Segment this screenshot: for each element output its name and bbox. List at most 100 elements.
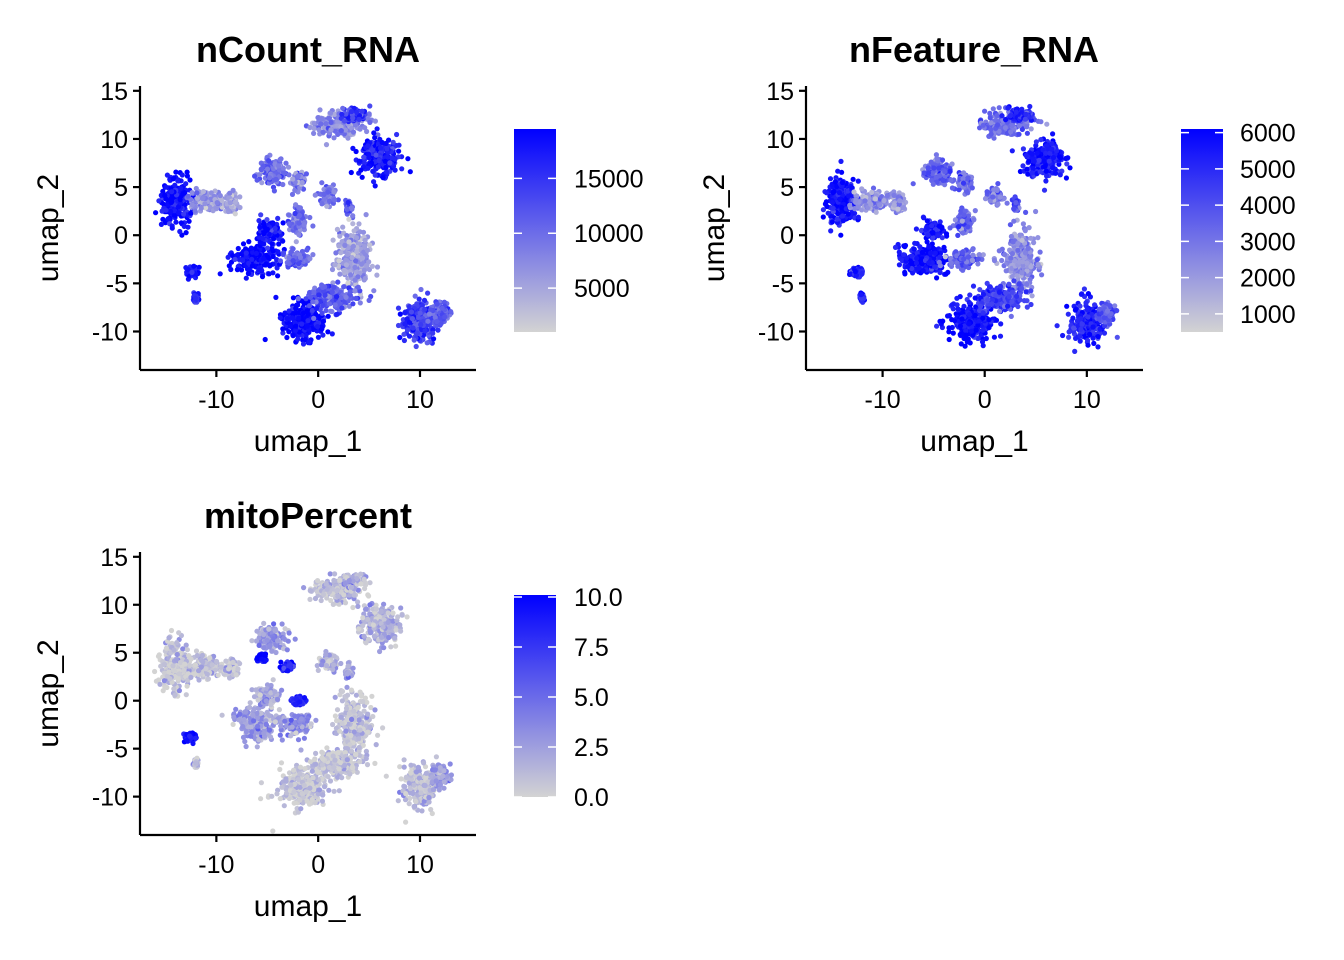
data-point [235, 245, 241, 252]
data-point [304, 323, 310, 329]
data-point [187, 177, 193, 183]
data-point [847, 202, 853, 208]
data-point [366, 155, 372, 161]
data-point [925, 170, 932, 176]
data-point [1052, 170, 1059, 176]
data-point [994, 187, 1000, 193]
data-point [405, 156, 411, 162]
data-point [259, 274, 266, 280]
data-point [1044, 121, 1050, 127]
data-point [371, 179, 377, 185]
panel-title: nFeature_RNA [849, 29, 1099, 70]
data-point [177, 197, 183, 203]
x-tick-label: 0 [311, 386, 325, 414]
data-point [163, 184, 169, 190]
data-point [823, 199, 830, 205]
data-point [943, 231, 950, 237]
data-point [383, 164, 389, 171]
data-point [353, 109, 359, 115]
data-point [336, 243, 342, 249]
data-point [290, 258, 296, 264]
data-point [234, 267, 240, 273]
data-point [357, 300, 363, 306]
data-point [245, 270, 251, 277]
data-point [207, 204, 213, 210]
data-point [414, 330, 420, 336]
data-point [439, 305, 445, 311]
data-point [313, 305, 319, 312]
data-point [296, 220, 302, 226]
data-point [384, 154, 390, 160]
data-point [191, 263, 197, 269]
data-point [916, 265, 922, 271]
data-point [838, 232, 844, 238]
data-point [350, 213, 356, 219]
data-point [161, 201, 167, 208]
data-point [965, 175, 971, 181]
data-point [163, 207, 169, 213]
data-point [310, 252, 316, 258]
data-point [392, 167, 398, 173]
data-point [956, 224, 962, 230]
data-point [987, 115, 993, 121]
data-point [1027, 103, 1033, 110]
data-point [930, 230, 936, 236]
data-point [1041, 187, 1048, 193]
data-point [320, 318, 327, 324]
data-point [996, 105, 1002, 111]
data-point [311, 130, 317, 136]
data-point [192, 208, 198, 214]
data-point [947, 225, 953, 231]
data-point [311, 120, 317, 126]
data-point [422, 306, 428, 312]
data-point [820, 214, 826, 220]
data-point [266, 237, 272, 244]
data-point [425, 318, 431, 324]
data-point [217, 271, 223, 277]
data-point [280, 250, 286, 256]
data-point [410, 325, 416, 331]
data-point [225, 254, 231, 260]
data-point [1058, 155, 1064, 161]
data-point [258, 212, 264, 218]
data-point [249, 263, 255, 269]
data-point [1034, 150, 1040, 156]
data-point [343, 111, 349, 117]
data-point [361, 267, 367, 273]
data-point [232, 256, 238, 262]
data-point [363, 212, 369, 218]
data-point [168, 209, 174, 215]
data-point [838, 158, 844, 164]
data-point [829, 219, 836, 225]
data-point [168, 199, 174, 206]
data-point [182, 190, 188, 196]
data-point [1004, 200, 1010, 206]
data-point [169, 225, 175, 231]
data-point [971, 217, 977, 223]
data-point [1037, 169, 1043, 175]
data-point [900, 205, 907, 211]
data-point [959, 249, 966, 255]
data-point [828, 228, 834, 234]
data-point [239, 257, 245, 263]
data-point [261, 241, 267, 247]
data-point [1029, 151, 1035, 157]
data-point [286, 221, 292, 227]
data-point [189, 269, 195, 275]
data-point [297, 212, 303, 219]
data-point [846, 193, 852, 199]
data-point [266, 158, 272, 164]
data-point [359, 108, 365, 114]
data-point [249, 256, 255, 262]
data-point [902, 242, 909, 249]
data-point [859, 270, 865, 277]
data-point [350, 301, 356, 307]
data-point [350, 129, 357, 135]
data-point [884, 193, 890, 199]
data-point [331, 197, 337, 203]
data-point [260, 235, 266, 241]
data-point [178, 185, 184, 191]
data-point [1036, 157, 1042, 163]
data-point [307, 294, 313, 300]
data-point [382, 158, 388, 164]
